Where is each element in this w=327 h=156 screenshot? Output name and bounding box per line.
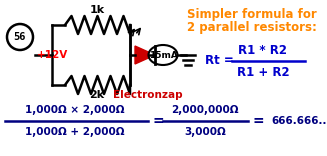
Polygon shape xyxy=(135,46,155,64)
Text: Rt =: Rt = xyxy=(205,54,238,68)
Text: 3,000Ω: 3,000Ω xyxy=(184,127,226,137)
Text: Electronzap: Electronzap xyxy=(113,90,183,100)
Text: 1,000Ω × 2,000Ω: 1,000Ω × 2,000Ω xyxy=(25,105,125,115)
Text: 15mA: 15mA xyxy=(148,51,178,59)
Text: R1 * R2: R1 * R2 xyxy=(238,44,287,56)
Text: R1 + R2: R1 + R2 xyxy=(237,66,289,78)
Text: 56: 56 xyxy=(14,32,26,42)
Text: Simpler formula for: Simpler formula for xyxy=(187,8,317,21)
Text: 2k: 2k xyxy=(90,90,105,100)
Text: 2,000,000Ω: 2,000,000Ω xyxy=(171,105,239,115)
Text: 1k: 1k xyxy=(90,5,105,15)
Ellipse shape xyxy=(148,45,178,65)
Text: 1,000Ω + 2,000Ω: 1,000Ω + 2,000Ω xyxy=(25,127,125,137)
Text: 2 parallel resistors:: 2 parallel resistors: xyxy=(187,21,317,34)
Text: +12V: +12V xyxy=(37,50,68,60)
Text: =: = xyxy=(252,114,264,128)
Text: 666.666...Ω: 666.666...Ω xyxy=(271,116,327,126)
Text: =: = xyxy=(152,114,164,128)
